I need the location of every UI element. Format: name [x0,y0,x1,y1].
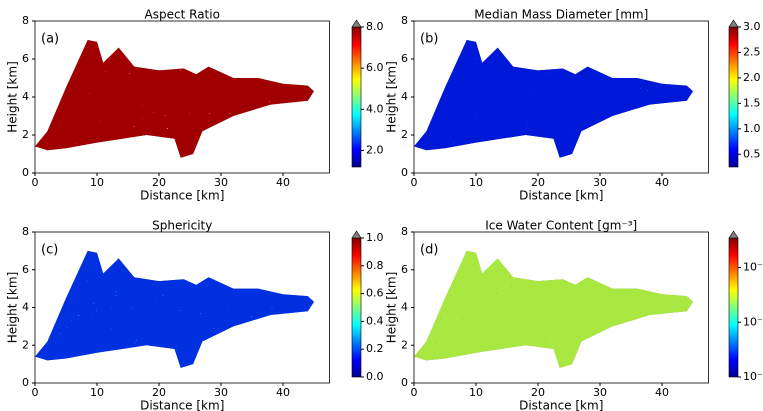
colorbar-tick-label: 0.2 [366,342,384,355]
x-tick-label: 20 [531,386,545,399]
chart-title: Median Mass Diameter [mm] [474,8,648,22]
x-tick-label: 10 [90,176,104,189]
data-field [35,250,314,368]
colorbar-tick-label: 2.5 [743,45,761,58]
x-axis-label: Distance [km] [140,399,224,411]
x-tick-label: 30 [593,386,607,399]
colorbar [728,26,739,168]
y-tick-label: 2 [22,338,29,351]
colorbar-tick-label: 2.0 [743,71,761,84]
x-tick-label: 10 [469,176,483,189]
colorbar-extend [351,230,362,239]
colorbar-tick-label: 0.8 [366,259,384,272]
x-tick-label: 0 [411,176,418,189]
data-field [414,40,693,158]
colorbar-tick-label: 6.0 [366,61,384,74]
x-tick-label: 20 [152,176,166,189]
x-tick-label: 0 [32,386,39,399]
x-tick-label: 10 [469,386,483,399]
y-tick-label: 6 [401,52,408,65]
x-tick-label: 40 [276,386,290,399]
panel-label: (c) [41,243,58,258]
chart-title: Ice Water Content [gm⁻³] [485,219,637,233]
y-tick-label: 2 [22,128,29,141]
x-tick-label: 10 [90,386,104,399]
y-tick-label: 0 [22,376,29,389]
y-tick-label: 6 [401,263,408,276]
panel-label: (d) [420,243,438,258]
x-axis-label: Distance [km] [519,399,603,411]
x-tick-label: 20 [531,176,545,189]
colorbar-tick-label: 3.0 [743,20,761,33]
colorbar-tick-label: 10⁻³ [743,315,763,328]
chart-title: Sphericity [152,219,212,233]
y-tick-label: 0 [401,376,408,389]
field-speckle [35,40,314,158]
colorbar-tick-label: 1.0 [743,122,761,135]
field-speckle [414,250,693,368]
y-tick-label: 6 [22,52,29,65]
y-tick-label: 0 [401,166,408,179]
x-tick-label: 30 [593,176,607,189]
y-tick-label: 2 [401,338,408,351]
chart-title: Aspect Ratio [145,8,220,22]
y-tick-label: 6 [22,263,29,276]
colorbar [351,26,362,168]
y-tick-label: 8 [22,225,29,238]
x-tick-label: 20 [152,386,166,399]
colorbar [351,237,362,378]
panel-label: (a) [41,32,59,47]
colorbar-tick-label: 1.5 [743,96,761,109]
x-tick-label: 30 [214,386,228,399]
colorbar-extend [728,230,739,239]
y-tick-label: 2 [401,128,408,141]
colorbar-tick-label: 8.0 [366,20,384,33]
y-tick-label: 4 [401,90,408,103]
data-field [35,40,314,158]
colorbar-tick-label: 0.0 [366,370,384,383]
colorbar-tick-label: 2.0 [366,144,384,157]
y-tick-label: 8 [22,14,29,27]
x-axis-label: Distance [km] [140,189,224,203]
colorbar-extend [351,19,362,28]
colorbar-tick-label: 4.0 [366,102,384,115]
x-tick-label: 0 [411,386,418,399]
y-tick-label: 8 [401,14,408,27]
colorbar-tick-label: 0.6 [366,287,384,300]
colorbar-tick-label: 10⁻⁵ [743,370,763,383]
x-axis-label: Distance [km] [519,189,603,203]
colorbar-tick-label: 0.4 [366,314,384,327]
field-speckle [414,40,693,158]
y-axis-label: Height [km] [385,61,399,132]
y-tick-label: 4 [22,90,29,103]
y-tick-label: 4 [401,301,408,314]
y-axis-label: Height [km] [385,272,399,343]
colorbar-tick-label: 1.0 [366,231,384,244]
colorbar-extend [728,19,739,28]
y-axis-label: Height [km] [6,61,20,132]
field-speckle [35,250,314,368]
x-tick-label: 40 [655,176,669,189]
y-axis-label: Height [km] [6,272,20,343]
x-tick-label: 40 [276,176,290,189]
y-tick-label: 8 [401,225,408,238]
y-tick-label: 0 [22,166,29,179]
colorbar [728,237,739,378]
colorbar-tick-label: 0.5 [743,147,761,160]
x-tick-label: 0 [32,176,39,189]
data-field [414,250,693,368]
panel-label: (b) [420,32,438,47]
colorbar-tick-label: 10⁻¹ [743,261,763,274]
x-tick-label: 40 [655,386,669,399]
y-tick-label: 4 [22,301,29,314]
x-tick-label: 30 [214,176,228,189]
